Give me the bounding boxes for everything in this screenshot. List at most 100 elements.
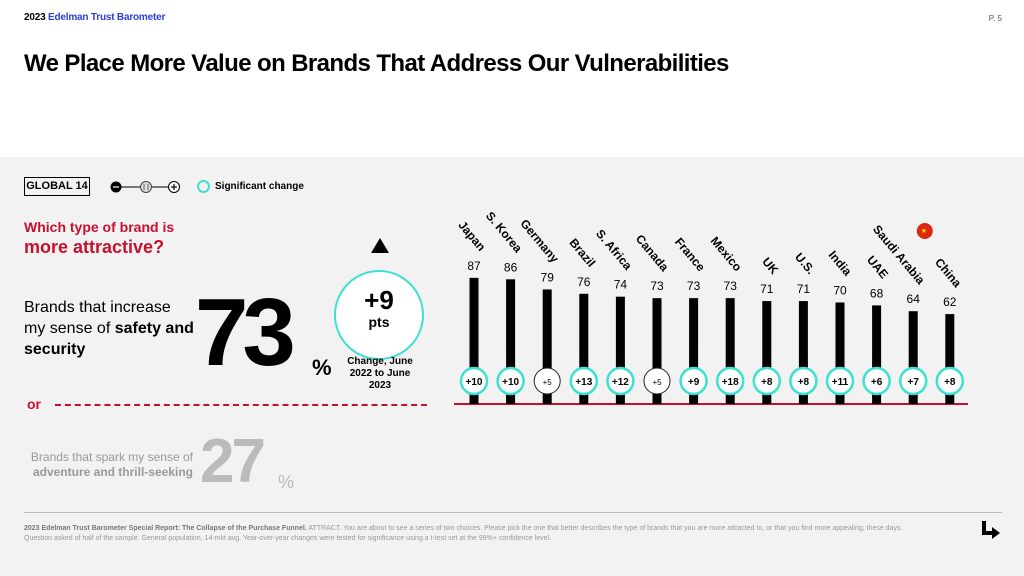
footnote-text: ATTRACT. You are about to see a series o… (24, 525, 903, 542)
change-bubble (898, 366, 928, 396)
change-label: +8 (761, 377, 773, 388)
bar-value-label: 71 (760, 282, 774, 296)
up-arrow-icon (371, 238, 389, 253)
question-line2: more attractive? (24, 237, 165, 257)
bar-brazil (579, 293, 589, 404)
change-label: +6 (871, 377, 883, 388)
category-label: Canada (633, 232, 672, 274)
change-label: +5 (543, 378, 553, 387)
category-label: Germany (517, 217, 561, 266)
bar-value-label: 87 (467, 259, 481, 273)
neutral-icon (140, 181, 152, 193)
change-bubble (643, 367, 671, 395)
significant-change-label: Significant change (215, 181, 304, 192)
category-label: India (826, 248, 855, 279)
bar-value-label: 74 (614, 278, 628, 292)
change-bubble (496, 366, 525, 396)
bar-value-label: 70 (833, 284, 847, 298)
bar-value-label: 73 (650, 279, 664, 293)
question-line1: Which type of brand is (24, 219, 175, 235)
change-scale-legend (110, 181, 180, 193)
change-bubble (533, 367, 561, 395)
china-flag-icon (916, 223, 933, 239)
option-b-value: 27 (200, 427, 266, 496)
category-label: S. Korea (483, 209, 525, 256)
change-bubble (679, 366, 708, 396)
significant-change-icon (197, 180, 210, 193)
bar-japan (469, 277, 479, 404)
option-b-pct-sign: % (278, 472, 295, 492)
footnote: 2023 Edelman Trust Barometer Special Rep… (24, 524, 904, 544)
option-b-bold: adventure and thrill-seeking (32, 465, 193, 479)
china-flag-star: ★ (921, 227, 927, 235)
bar-mexico (725, 298, 735, 404)
change-bubble (789, 366, 818, 396)
change-bubble (569, 366, 599, 396)
bar-value-label: 73 (724, 279, 738, 293)
option-a-value: 73 (195, 279, 296, 386)
change-bubble (606, 366, 635, 396)
bar-germany (542, 289, 552, 404)
page-title: We Place More Value on Brands That Addre… (24, 50, 729, 77)
category-label: UK (759, 255, 781, 278)
brand-year: 2023 (24, 12, 46, 23)
category-label: Brazil (566, 236, 598, 270)
brand-name: Edelman Trust Barometer (48, 12, 166, 23)
option-a-plain: Brands that increase my sense of (24, 299, 171, 337)
footnote-source: 2023 Edelman Trust Barometer Special Rep… (24, 525, 307, 532)
change-label: +5 (652, 378, 662, 387)
change-bubble (459, 366, 489, 396)
change-unit: pts (368, 314, 390, 330)
question: Which type of brand is more attractive? (24, 217, 174, 257)
or-divider (55, 404, 427, 406)
bar-value-label: 64 (907, 292, 921, 306)
bar-uae (872, 305, 882, 404)
category-label: U.S. (792, 250, 818, 277)
bar-u-s- (798, 301, 808, 404)
bar-value-label: 71 (797, 282, 811, 296)
option-a-pct-sign: % (312, 355, 332, 380)
change-label: +8 (798, 377, 810, 388)
change-label: +10 (466, 377, 483, 388)
category-label: China (932, 255, 964, 290)
bar-value-label: 62 (943, 295, 957, 309)
bar-canada (652, 298, 662, 404)
option-a-text: Brands that increase my sense of safety … (24, 297, 194, 360)
country-bar-chart: 87 Japan +10 86 S. Korea +10 79 Germany +5 76 Braz… (454, 209, 968, 405)
bar-value-label: 73 (687, 279, 701, 293)
brand-logo: 2023 Edelman Trust Barometer (24, 12, 165, 23)
category-label: Mexico (708, 234, 745, 274)
bar-india (835, 302, 845, 404)
change-label: +18 (722, 377, 739, 388)
bar-value-label: 79 (541, 270, 555, 284)
category-label: France (672, 235, 708, 274)
option-b-text: Brands that spark my sense of adventure … (28, 450, 193, 480)
category-label: Japan (455, 218, 488, 254)
global-filter-badge: GLOBAL 14 (24, 177, 90, 196)
bar-value-label: 76 (577, 275, 591, 289)
bar-s-korea (506, 279, 516, 404)
change-bubble (862, 366, 891, 396)
change-circle: +9 pts (334, 270, 424, 360)
bar-value-label: 86 (504, 260, 518, 274)
bar-china (945, 314, 955, 404)
change-label: +13 (575, 377, 592, 388)
page-number: P. 5 (988, 14, 1002, 23)
bar-france (689, 298, 699, 404)
or-label: or (27, 396, 41, 412)
option-a-bold: safety and security (24, 320, 194, 358)
change-label: +11 (832, 377, 849, 388)
category-label: S. Africa (593, 227, 635, 273)
change-bubble (715, 366, 745, 396)
change-bubble (825, 366, 855, 396)
change-bubble (752, 366, 782, 396)
bar-value-label: 68 (870, 286, 884, 300)
change-value: +9 (364, 285, 394, 315)
change-label: +12 (612, 377, 629, 388)
footer-divider (24, 512, 1002, 513)
change-label: +10 (502, 377, 519, 388)
change-bubble (935, 366, 965, 396)
next-arrow-icon[interactable] (982, 519, 1002, 541)
change-label: +9 (688, 377, 700, 388)
option-b-plain: Brands that spark my sense of (30, 450, 193, 464)
